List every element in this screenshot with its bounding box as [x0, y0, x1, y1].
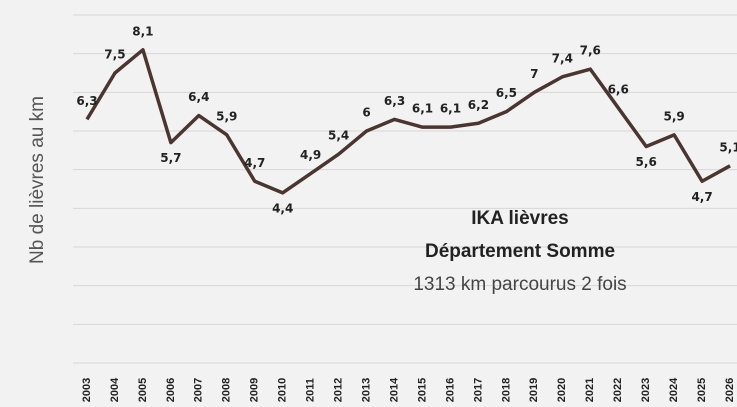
data-label: 6,3	[384, 94, 405, 108]
x-tick-label: 2013	[360, 378, 372, 402]
x-tick-label: 2014	[388, 377, 400, 402]
data-label: 4,7	[691, 190, 712, 204]
annotation: IKA lièvres	[471, 208, 569, 229]
data-label: 6,3	[76, 94, 97, 108]
x-tick-label: 2025	[696, 378, 708, 402]
data-label: 6,1	[440, 102, 461, 116]
data-label: 5,4	[328, 129, 349, 143]
x-tick-label: 2018	[500, 378, 512, 402]
data-label: 5,7	[160, 151, 181, 165]
x-tick-label: 2004	[109, 377, 121, 402]
data-label: 8,1	[132, 24, 153, 38]
data-label: 7,6	[580, 44, 601, 58]
data-label: 5,9	[664, 109, 685, 123]
x-tick-label: 2010	[277, 378, 289, 402]
x-tick-label: 2012	[333, 378, 345, 402]
data-label: 5,1	[719, 140, 737, 154]
x-tick-label: 2007	[193, 378, 205, 402]
x-tick-label: 2003	[81, 378, 93, 402]
data-label: 6,6	[608, 82, 629, 96]
x-tick-label: 2005	[137, 378, 149, 402]
x-tick-label: 2020	[556, 378, 568, 402]
x-tick-label: 2022	[612, 378, 624, 402]
x-tick-label: 2024	[668, 377, 680, 402]
x-tick-label: 2016	[444, 378, 456, 402]
x-tick-label: 2006	[165, 378, 177, 402]
data-label: 6,5	[496, 86, 517, 100]
annotation: 1313 km parcourus 2 fois	[413, 274, 626, 295]
x-tick-label: 2009	[249, 378, 261, 402]
x-tick-label: 2026	[724, 378, 736, 402]
x-tick-label: 2017	[472, 378, 484, 402]
data-label: 7,4	[552, 51, 573, 65]
data-label: 6,4	[188, 90, 209, 104]
x-tick-label: 2015	[416, 378, 428, 402]
data-label: 7	[530, 67, 538, 81]
data-label: 6,1	[412, 102, 433, 116]
x-tick-label: 2019	[528, 378, 540, 402]
data-label: 4,7	[244, 156, 265, 170]
data-label: 6,2	[468, 98, 489, 112]
x-tick-label: 2023	[640, 378, 652, 402]
data-label: 5,9	[216, 109, 237, 123]
x-tick-label: 2011	[305, 378, 317, 402]
data-label: 6	[362, 106, 370, 120]
annotation: Département Somme	[425, 241, 615, 262]
data-label: 4,9	[300, 148, 321, 162]
data-label: 5,6	[636, 155, 657, 169]
line	[85, 48, 731, 195]
data-label: 7,5	[104, 48, 125, 62]
x-tick-label: 2008	[221, 378, 233, 402]
y-axis-label: Nb de lièvres au km	[27, 96, 48, 264]
x-tick-label: 2021	[584, 378, 596, 402]
data-label: 4,4	[272, 201, 293, 215]
